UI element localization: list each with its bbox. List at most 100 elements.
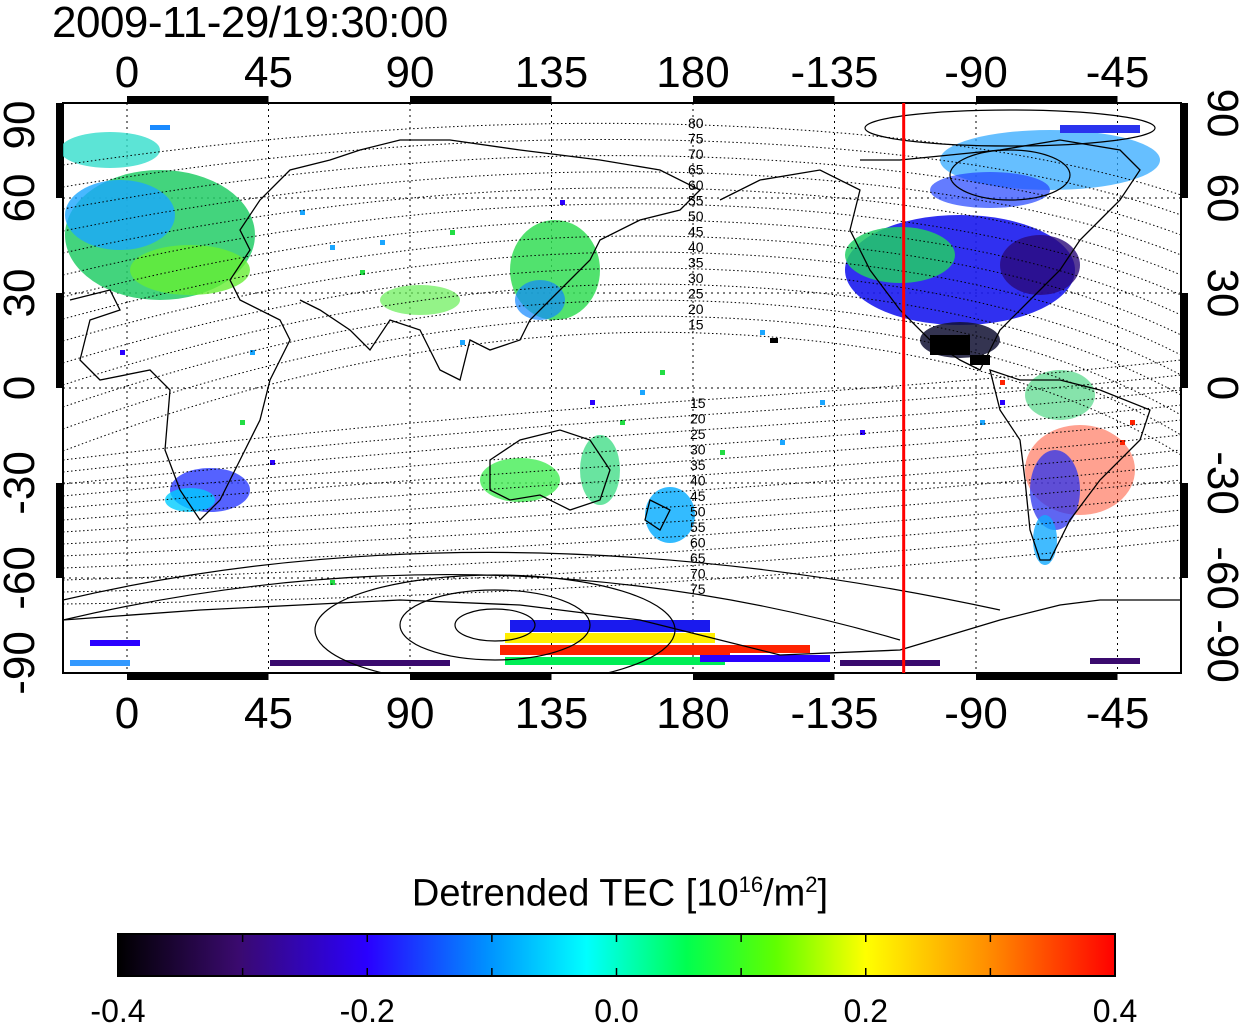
contour-label: 70 <box>688 146 704 162</box>
y-tick-label: 90 <box>1198 89 1240 138</box>
tick-segment-bottom <box>693 673 835 680</box>
y-tick-label: 60 <box>0 174 44 223</box>
contour-south <box>63 374 1181 473</box>
tick-segment-bottom <box>127 673 269 680</box>
colorbar-title-unit: /m <box>763 872 806 915</box>
x-tick-label: 45 <box>244 48 293 97</box>
y-tick-label: -30 <box>1198 451 1240 515</box>
contour-south <box>63 404 1181 497</box>
contour-label: 15 <box>688 317 704 333</box>
contour-label: 65 <box>690 550 706 566</box>
contour-north <box>63 331 1181 456</box>
tick-segment-bottom <box>410 673 552 680</box>
axis-ticks <box>56 96 1188 680</box>
contour-label: 45 <box>690 488 706 504</box>
x-tick-label: 45 <box>244 689 293 738</box>
y-tick-labels-left: 90 60 30 0 -30 -60 -90 <box>0 101 44 695</box>
contour-north <box>63 122 1181 196</box>
x-tick-label: -135 <box>790 48 878 97</box>
y-tick-label: 90 <box>0 101 44 150</box>
contour-label: 50 <box>688 208 704 224</box>
x-tick-label: -135 <box>790 689 878 738</box>
tick-segment-right <box>1181 483 1188 578</box>
contour-north <box>63 138 1181 216</box>
colorbar-title: Detrended TEC [1016/m2] <box>0 872 1240 916</box>
y-tick-label: -60 <box>0 546 44 610</box>
contour-label: 30 <box>688 270 704 286</box>
tick-segment-left <box>56 483 63 578</box>
contour-label: 60 <box>688 177 704 193</box>
magnetic-latitude-contours <box>63 122 1181 605</box>
tec-observations <box>63 125 1160 666</box>
contour-north <box>63 187 1181 276</box>
x-tick-label: 180 <box>656 689 729 738</box>
y-tick-label: 0 <box>1198 376 1240 400</box>
contour-north <box>63 155 1181 236</box>
x-tick-label: 90 <box>386 689 435 738</box>
x-tick-labels-top: 0 45 90 135 180 -135 -90 -45 <box>115 48 1150 97</box>
x-tick-label: 180 <box>656 48 729 97</box>
y-tick-label: 30 <box>0 269 44 318</box>
coast-south-america <box>989 369 1151 561</box>
colorbar-tick-label: 0.0 <box>594 993 638 1024</box>
contour-label: 25 <box>690 426 706 442</box>
y-tick-labels-right: 90 60 30 0 -30 -60 -90 <box>1198 89 1240 683</box>
contour-label: 40 <box>688 239 704 255</box>
contour-label: 20 <box>690 411 706 427</box>
contour-label: 25 <box>688 286 704 302</box>
coast-antarctica <box>63 599 1181 656</box>
coast-australia <box>489 429 611 511</box>
colorbar-tick-label: -0.2 <box>340 993 395 1024</box>
contour-north <box>63 283 1181 396</box>
colorbar-tick-label: -0.4 <box>90 993 145 1024</box>
contour-label: 70 <box>690 566 706 582</box>
contour-north <box>63 315 1181 436</box>
x-tick-label: -45 <box>1086 48 1150 97</box>
tick-segment-top <box>693 96 835 103</box>
coastlines <box>63 139 1181 656</box>
contour-label: 75 <box>688 131 704 147</box>
y-tick-label: -30 <box>0 451 44 515</box>
y-tick-label: 30 <box>1198 269 1240 318</box>
colorbar: -0.4 -0.2 0.0 0.2 0.4 <box>90 933 1137 1024</box>
north-magnetic-pole-contours <box>864 109 1156 201</box>
contour-label: 65 <box>688 162 704 178</box>
contour-label: 35 <box>690 457 706 473</box>
y-tick-label: 60 <box>1198 174 1240 223</box>
tick-segment-left <box>56 293 63 388</box>
contour-label: 20 <box>688 301 704 317</box>
tick-segment-top <box>976 96 1118 103</box>
contour-label: 35 <box>688 255 704 271</box>
tick-segment-top <box>410 96 552 103</box>
coast-north-america <box>719 139 1141 371</box>
contour-label: 50 <box>690 504 706 520</box>
x-tick-label: -45 <box>1086 689 1150 738</box>
colorbar-tick-labels: -0.4 -0.2 0.0 0.2 0.4 <box>90 993 1137 1024</box>
colorbar-title-bracket: ] <box>817 872 829 915</box>
x-tick-label: 0 <box>115 48 139 97</box>
contour-label: 80 <box>688 115 704 131</box>
tick-segment-right <box>1181 293 1188 388</box>
contour-north <box>63 299 1181 416</box>
contour-label: 60 <box>690 535 706 551</box>
x-tick-label: -90 <box>944 48 1008 97</box>
colorbar-title-unit-exponent: 2 <box>805 872 818 897</box>
contour-north <box>63 235 1181 336</box>
y-tick-label: 0 <box>0 376 44 400</box>
tick-segment-bottom <box>976 673 1118 680</box>
contour-south <box>63 389 1181 485</box>
colorbar-title-exponent: 16 <box>738 872 764 897</box>
contour-south <box>63 419 1181 509</box>
colorbar-title-main: Detrended TEC [10 <box>411 872 739 915</box>
tick-segment-left <box>56 103 63 198</box>
tick-segment-right <box>1181 103 1188 198</box>
x-tick-label: 90 <box>386 48 435 97</box>
x-tick-label: 135 <box>515 689 588 738</box>
colorbar-ticks <box>117 934 1116 976</box>
contour-label: 15 <box>690 395 706 411</box>
contour-label: 75 <box>690 581 706 597</box>
contour-label: 40 <box>690 473 706 489</box>
y-tick-label: -90 <box>0 631 44 695</box>
